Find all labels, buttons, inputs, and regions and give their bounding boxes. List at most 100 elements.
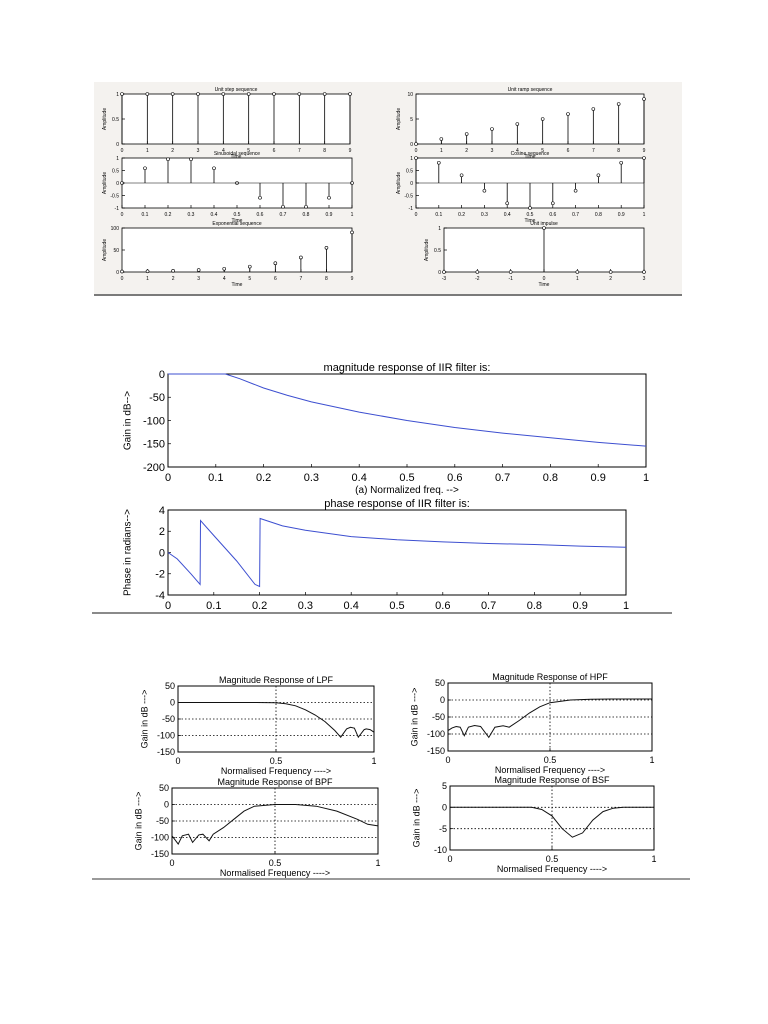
x-axis-label: Time — [525, 154, 536, 160]
y-tick-label: -50 — [156, 816, 169, 826]
series-line — [447, 698, 652, 739]
stem-marker — [120, 92, 124, 96]
x-tick-label: 1 — [649, 755, 654, 765]
stem-marker — [608, 270, 613, 274]
stem-marker — [550, 201, 555, 206]
x-tick-label: 1 — [623, 600, 629, 612]
x-tick-label: 0 — [543, 276, 546, 282]
stem-marker — [591, 107, 596, 111]
x-tick-label: 0.4 — [352, 472, 367, 484]
x-tick-label: 1 — [643, 472, 649, 484]
x-tick-label: 4 — [516, 148, 519, 154]
stem-marker — [171, 269, 175, 273]
x-tick-label: 1 — [576, 276, 579, 282]
y-axis-label: Amplitude — [396, 108, 402, 130]
x-tick-label: 2 — [465, 148, 468, 154]
x-tick-label: 0 — [165, 600, 171, 612]
x-tick-label: 5 — [541, 148, 544, 154]
chart-10: 0 0.5 1 50 0 -50 -100 -150 Magnitude Response of… — [133, 777, 380, 878]
chart-3: 0 0.1 0.2 0.3 0.4 0.5 0.6 0.7 0.8 0.9 1 -1 -0.5 0 0.5 1… — [396, 151, 646, 224]
x-tick-label: 0.8 — [303, 212, 310, 218]
x-tick-label: 1 — [643, 212, 646, 218]
stem-marker — [439, 137, 444, 141]
x-tick-label: 0.4 — [344, 600, 359, 612]
x-tick-label: 0.5 — [269, 858, 282, 868]
x-tick-label: 0.8 — [543, 472, 558, 484]
stem-marker — [324, 246, 329, 250]
x-tick-label: 0.2 — [252, 600, 267, 612]
stem-marker — [299, 255, 303, 260]
y-tick-label: -4 — [155, 590, 165, 602]
x-tick-label: 9 — [351, 276, 354, 282]
x-tick-label: 0.9 — [618, 212, 625, 218]
series-line — [171, 804, 379, 846]
x-axis-label: Time — [232, 282, 243, 288]
y-tick-label: -100 — [427, 729, 445, 739]
x-tick-label: 5 — [248, 276, 251, 282]
y-tick-label: 1 — [116, 156, 119, 162]
x-tick-label: 0.8 — [595, 212, 602, 218]
stem-marker — [196, 92, 200, 96]
x-tick-label: 0.9 — [326, 212, 333, 218]
stem-marker — [573, 188, 578, 193]
y-tick-label: -10 — [434, 845, 447, 855]
y-tick-label: 0 — [159, 547, 165, 559]
y-tick-label: -50 — [432, 712, 445, 722]
x-tick-label: 0.5 — [389, 600, 404, 612]
y-tick-label: 50 — [165, 681, 175, 691]
x-tick-label: 1 — [351, 212, 354, 218]
x-tick-label: 0.5 — [546, 854, 559, 864]
y-tick-label: -0.5 — [404, 193, 413, 199]
x-tick-label: 6 — [273, 148, 276, 154]
stem-marker — [273, 261, 278, 265]
figure-discrete-sequences: 0 1 2 3 4 5 6 7 8 9 0 0.5 1 Unit step sequence Time Amp… — [94, 82, 682, 296]
x-axis-label: (a) Normalized freq. --> — [355, 485, 459, 496]
y-axis-label: Gain in dB ---> — [139, 690, 149, 749]
x-tick-label: 6 — [274, 276, 277, 282]
y-tick-label: -150 — [143, 439, 165, 451]
y-tick-label: 0 — [410, 142, 413, 148]
x-tick-label: 0.6 — [257, 212, 264, 218]
stem-marker — [348, 92, 352, 96]
x-tick-label: 0 — [121, 276, 124, 282]
y-tick-label: 0 — [116, 142, 119, 148]
y-tick-label: 0.5 — [406, 168, 413, 174]
stem-marker — [528, 206, 532, 210]
chart-11: 0 0.5 1 5 0 -5 -10 Magnitude Response of BSF Nor… — [411, 775, 656, 874]
chart-title: Magnitude Response of HPF — [492, 672, 608, 682]
chart-title: Magnitude Response of BSF — [494, 775, 610, 785]
chart-title: Cosine sequence — [511, 151, 550, 157]
stem-marker — [196, 268, 201, 272]
series-line — [450, 806, 654, 838]
y-tick-label: 0 — [159, 369, 165, 381]
chart-title: Sinusoidal sequence — [214, 151, 260, 157]
x-tick-label: 0.4 — [211, 212, 218, 218]
stem-marker — [272, 92, 276, 96]
chart-title: Magnitude Response of BPF — [217, 777, 333, 787]
stem-marker — [350, 230, 354, 235]
y-tick-label: 0 — [116, 181, 119, 187]
stem-marker — [642, 270, 646, 274]
plot-frame — [121, 93, 351, 145]
stem-marker — [212, 166, 216, 171]
stem-marker — [145, 92, 150, 96]
x-tick-label: 1 — [440, 148, 443, 154]
stem-marker — [542, 226, 546, 230]
x-axis-label: Time — [525, 218, 536, 224]
x-tick-label: 0.1 — [142, 212, 149, 218]
y-tick-label: -100 — [157, 731, 175, 741]
figure-iir-response: 0 0.1 0.2 0.3 0.4 0.5 0.6 0.7 0.8 0.9 1 0 -50 -100 -15… — [92, 360, 672, 614]
x-axis-label: Time — [231, 154, 242, 160]
x-tick-label: 0.2 — [458, 212, 465, 218]
series-line — [167, 517, 627, 588]
x-tick-label: 1 — [651, 854, 656, 864]
x-tick-label: 0 — [175, 756, 180, 766]
y-tick-label: -150 — [151, 849, 169, 859]
y-tick-label: 50 — [435, 678, 445, 688]
figure-filter-responses: 0 0.5 1 50 0 -50 -100 -150 Magnitude Response of… — [92, 658, 690, 880]
stem-marker — [464, 132, 469, 136]
y-tick-label: 4 — [159, 505, 165, 517]
x-tick-label: 1 — [371, 756, 376, 766]
